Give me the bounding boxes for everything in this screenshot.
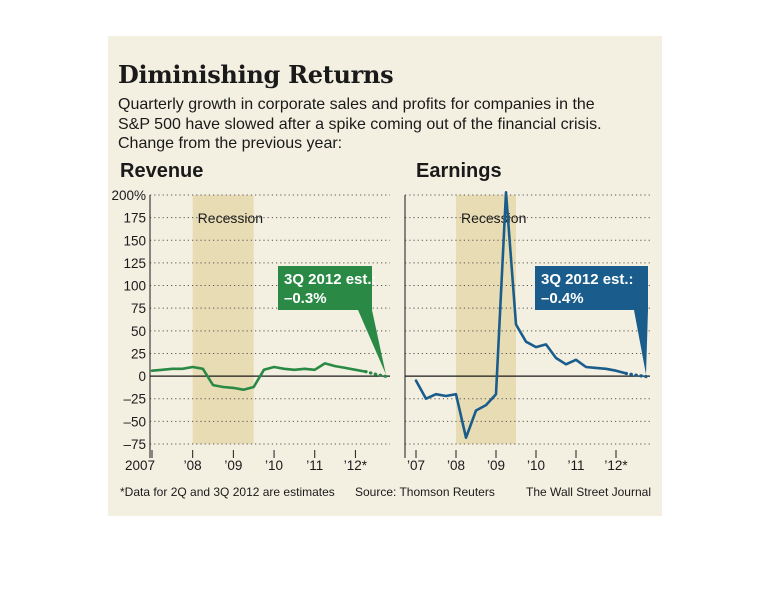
revenue-y-tick-label: 75: [131, 301, 146, 316]
revenue-x-tick-label: 2007: [125, 458, 155, 473]
revenue-recession-band: [192, 195, 254, 444]
earnings-x-tick-label: ’09: [487, 458, 505, 473]
revenue-callout-label: 3Q 2012 est.:: [284, 271, 377, 288]
revenue-chart: RevenueRecession200%1751501251007550250–…: [111, 160, 390, 473]
revenue-y-tick-label: 25: [131, 346, 146, 361]
earnings-x-tick-label: ’12*: [604, 458, 628, 473]
earnings-callout-label: 3Q 2012 est.:: [541, 271, 634, 288]
revenue-y-tick-label: 125: [123, 256, 146, 271]
earnings-x-tick-label: ’10: [527, 458, 545, 473]
source: Source: Thomson Reuters: [355, 485, 495, 499]
earnings-series-line: [414, 191, 628, 439]
earnings-panel-title: Earnings: [416, 160, 502, 182]
revenue-x-tick-label: ’08: [184, 458, 202, 473]
revenue-y-tick-label: 175: [123, 211, 146, 226]
chart-title: Diminishing Returns: [118, 60, 394, 89]
earnings-callout-value: –0.4%: [541, 290, 584, 307]
revenue-y-tick-label: –50: [123, 414, 146, 429]
subtitle-line: S&P 500 have slowed after a spike coming…: [118, 115, 602, 133]
earnings-callout-box: [535, 266, 648, 375]
revenue-y-tick-label: 100: [123, 279, 146, 294]
revenue-y-tick-label: 0: [138, 369, 146, 384]
earnings-x-tick-label: ’08: [447, 458, 465, 473]
earnings-recession-band: [456, 195, 516, 444]
revenue-series-line: [150, 362, 367, 391]
revenue-callout-box: [278, 266, 386, 375]
revenue-panel-title: Revenue: [120, 160, 203, 182]
credit: The Wall Street Journal: [526, 485, 651, 499]
chart-subtitle: Quarterly growth in corporate sales and …: [118, 95, 658, 154]
revenue-y-tick-label: 150: [123, 233, 146, 248]
revenue-x-tick-label: ’09: [224, 458, 242, 473]
footnote: *Data for 2Q and 3Q 2012 are estimates: [120, 485, 335, 499]
revenue-estimate-line: [364, 370, 388, 378]
revenue-callout-value: –0.3%: [284, 290, 327, 307]
revenue-y-tick-label: 50: [131, 324, 146, 339]
subtitle-line: Change from the previous year:: [118, 135, 343, 152]
revenue-y-tick-label: –75: [123, 437, 146, 452]
revenue-x-tick-label: ’10: [265, 458, 283, 473]
revenue-y-tick-label: –25: [123, 392, 146, 407]
subtitle-line: Quarterly growth in corporate sales and …: [118, 96, 595, 113]
revenue-x-tick-label: ’11: [306, 458, 323, 473]
earnings-x-tick-label: ’11: [567, 458, 584, 473]
revenue-x-tick-label: ’12*: [344, 458, 368, 473]
revenue-y-tick-label: 200%: [111, 188, 146, 203]
earnings-estimate-line: [624, 371, 648, 379]
earnings-x-tick-label: ’07: [407, 458, 425, 473]
